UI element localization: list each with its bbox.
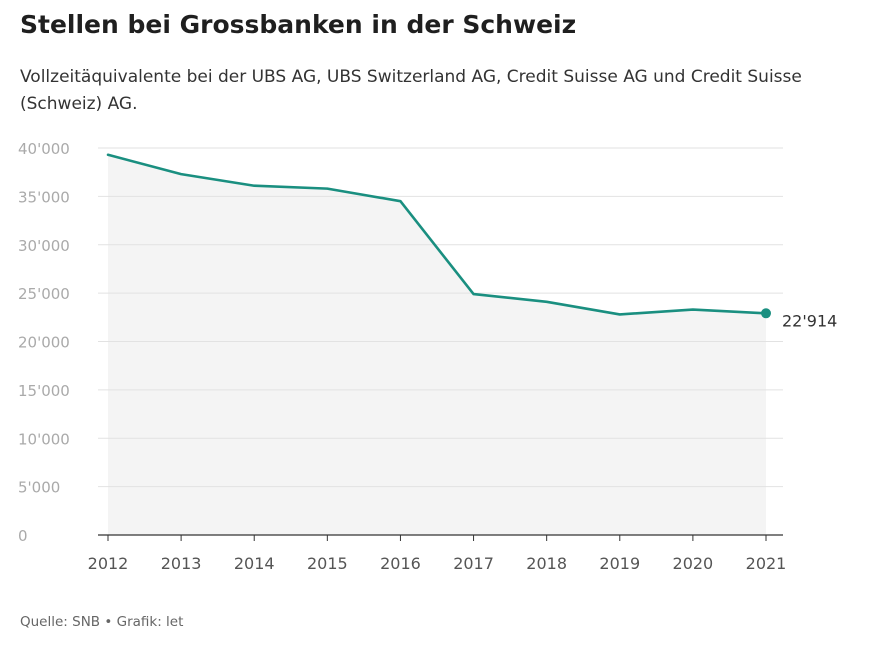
y-tick-label: 40'000: [18, 140, 70, 158]
y-tick-label: 35'000: [18, 188, 70, 206]
x-tick-label: 2017: [453, 554, 494, 573]
x-tick-label: 2019: [599, 554, 640, 573]
chart-subtitle: Vollzeitäquivalente bei der UBS AG, UBS …: [20, 67, 802, 114]
y-tick-label: 30'000: [18, 237, 70, 255]
y-tick-label: 10'000: [18, 430, 70, 448]
x-tick-label: 2015: [307, 554, 348, 573]
x-tick-label: 2013: [161, 554, 202, 573]
end-value-label: 22'914: [782, 311, 837, 330]
source-note: Quelle: SNB • Grafik: let: [20, 614, 184, 630]
x-tick-label: 2014: [234, 554, 275, 573]
chart-title: Stellen bei Grossbanken in der Schweiz: [20, 10, 577, 39]
area-fill: [108, 154, 766, 535]
x-tick-label: 2012: [88, 554, 129, 573]
series-line: [106, 153, 768, 316]
y-tick-label: 15'000: [18, 382, 70, 400]
x-tick-label: 2018: [526, 554, 567, 573]
y-tick-label: 25'000: [18, 285, 70, 303]
end-point-marker: [761, 308, 771, 319]
y-tick-label: 0: [18, 527, 28, 545]
x-tick-label: 2020: [673, 554, 714, 573]
y-tick-label: 5'000: [18, 479, 60, 497]
x-tick-label: 2021: [746, 554, 787, 573]
x-tick-label: 2016: [380, 554, 421, 573]
y-tick-label: 20'000: [18, 334, 70, 352]
